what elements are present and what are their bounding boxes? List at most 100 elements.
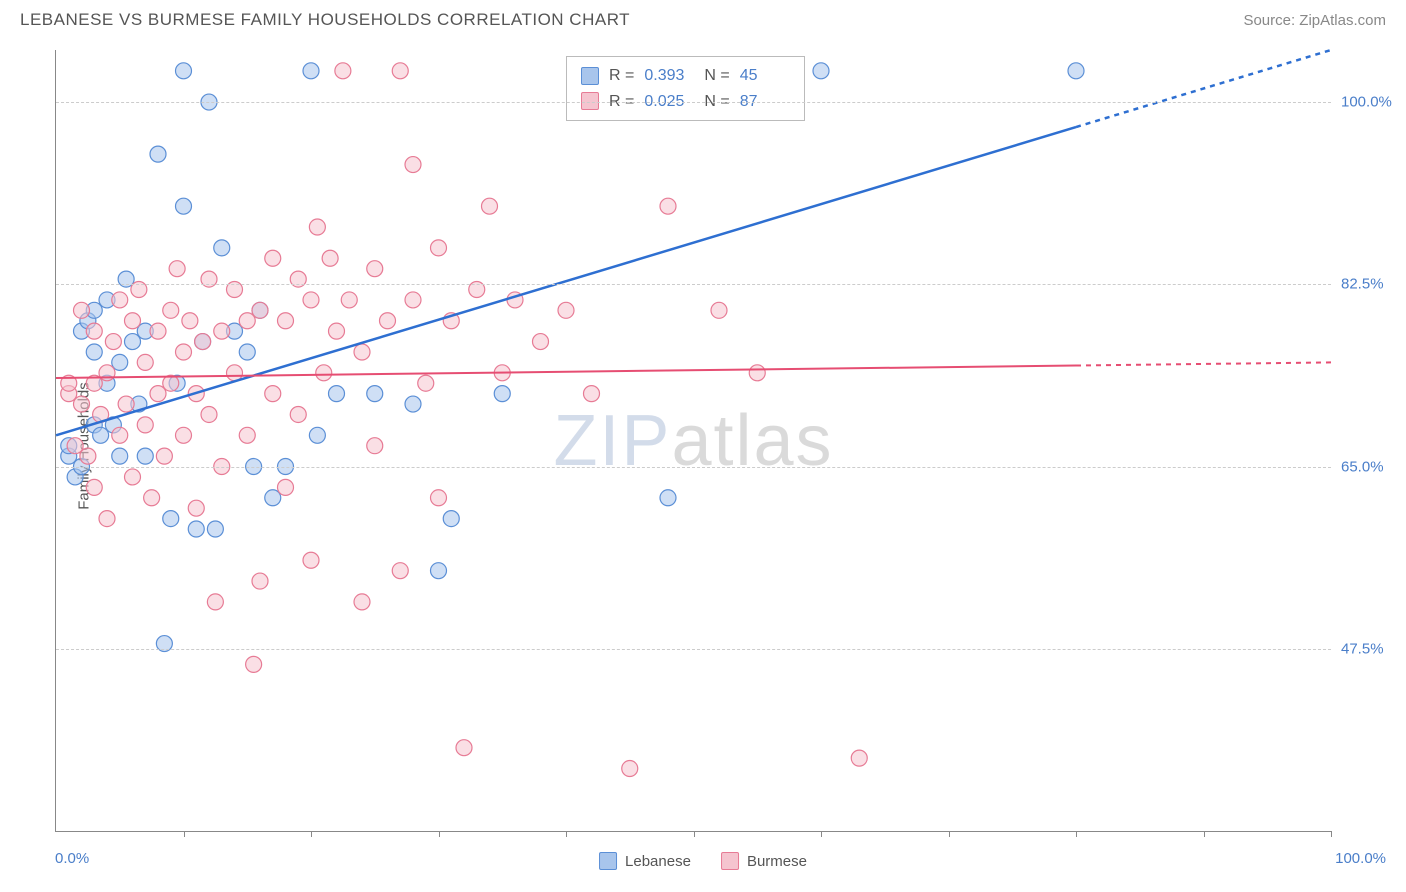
n-value: 45 [740, 63, 790, 89]
data-point [176, 427, 192, 443]
data-point [195, 334, 211, 350]
legend-label: Lebanese [625, 853, 691, 870]
x-tick [1204, 831, 1205, 837]
n-label: N = [704, 63, 729, 89]
x-tick [694, 831, 695, 837]
data-point [558, 302, 574, 318]
data-point [584, 386, 600, 402]
data-point [156, 448, 172, 464]
data-point [150, 323, 166, 339]
chart-plot-area: ZIPatlas R =0.393N =45R =0.025N =87 47.5… [55, 50, 1331, 832]
data-point [622, 761, 638, 777]
data-point [660, 490, 676, 506]
scatter-svg [56, 50, 1331, 831]
legend-swatch [581, 67, 599, 85]
legend-swatch [599, 852, 617, 870]
data-point [214, 240, 230, 256]
source-label: Source: ZipAtlas.com [1243, 12, 1386, 29]
grid-line [56, 102, 1331, 103]
data-point [431, 563, 447, 579]
data-point [67, 438, 83, 454]
data-point [246, 656, 262, 672]
legend-item: Lebanese [599, 852, 691, 870]
series-legend: LebaneseBurmese [599, 852, 807, 870]
data-point [354, 344, 370, 360]
data-point [163, 302, 179, 318]
data-point [265, 490, 281, 506]
data-point [93, 427, 109, 443]
trend-line-extrapolated [1076, 362, 1331, 365]
data-point [813, 63, 829, 79]
data-point [392, 63, 408, 79]
data-point [431, 240, 447, 256]
data-point [86, 323, 102, 339]
data-point [309, 219, 325, 235]
x-tick [821, 831, 822, 837]
y-tick-label: 100.0% [1341, 94, 1392, 111]
x-tick [566, 831, 567, 837]
data-point [207, 594, 223, 610]
data-point [74, 302, 90, 318]
stats-legend-row: R =0.393N =45 [581, 63, 790, 89]
data-point [367, 261, 383, 277]
data-point [252, 302, 268, 318]
data-point [405, 157, 421, 173]
data-point [533, 334, 549, 350]
data-point [239, 344, 255, 360]
grid-line [56, 649, 1331, 650]
data-point [278, 479, 294, 495]
data-point [335, 63, 351, 79]
data-point [494, 386, 510, 402]
data-point [112, 427, 128, 443]
data-point [303, 552, 319, 568]
data-point [176, 198, 192, 214]
data-point [303, 63, 319, 79]
data-point [137, 354, 153, 370]
data-point [86, 344, 102, 360]
data-point [137, 448, 153, 464]
data-point [341, 292, 357, 308]
data-point [188, 500, 204, 516]
data-point [392, 563, 408, 579]
data-point [443, 511, 459, 527]
data-point [405, 292, 421, 308]
data-point [265, 386, 281, 402]
stats-legend-box: R =0.393N =45R =0.025N =87 [566, 56, 805, 121]
y-tick-label: 47.5% [1341, 640, 1384, 657]
x-tick [311, 831, 312, 837]
y-tick-label: 65.0% [1341, 458, 1384, 475]
data-point [851, 750, 867, 766]
data-point [176, 344, 192, 360]
data-point [112, 448, 128, 464]
data-point [316, 365, 332, 381]
data-point [278, 313, 294, 329]
data-point [239, 313, 255, 329]
data-point [749, 365, 765, 381]
data-point [182, 313, 198, 329]
data-point [711, 302, 727, 318]
x-tick [949, 831, 950, 837]
data-point [112, 292, 128, 308]
data-point [169, 261, 185, 277]
data-point [329, 323, 345, 339]
data-point [367, 438, 383, 454]
x-axis-min-label: 0.0% [55, 850, 89, 867]
y-tick-label: 82.5% [1341, 276, 1384, 293]
data-point [367, 386, 383, 402]
data-point [380, 313, 396, 329]
data-point [201, 406, 217, 422]
data-point [456, 740, 472, 756]
data-point [125, 469, 141, 485]
data-point [137, 417, 153, 433]
data-point [239, 427, 255, 443]
data-point [329, 386, 345, 402]
data-point [354, 594, 370, 610]
data-point [482, 198, 498, 214]
data-point [418, 375, 434, 391]
data-point [303, 292, 319, 308]
data-point [290, 406, 306, 422]
x-tick [439, 831, 440, 837]
data-point [322, 250, 338, 266]
data-point [207, 521, 223, 537]
data-point [118, 396, 134, 412]
